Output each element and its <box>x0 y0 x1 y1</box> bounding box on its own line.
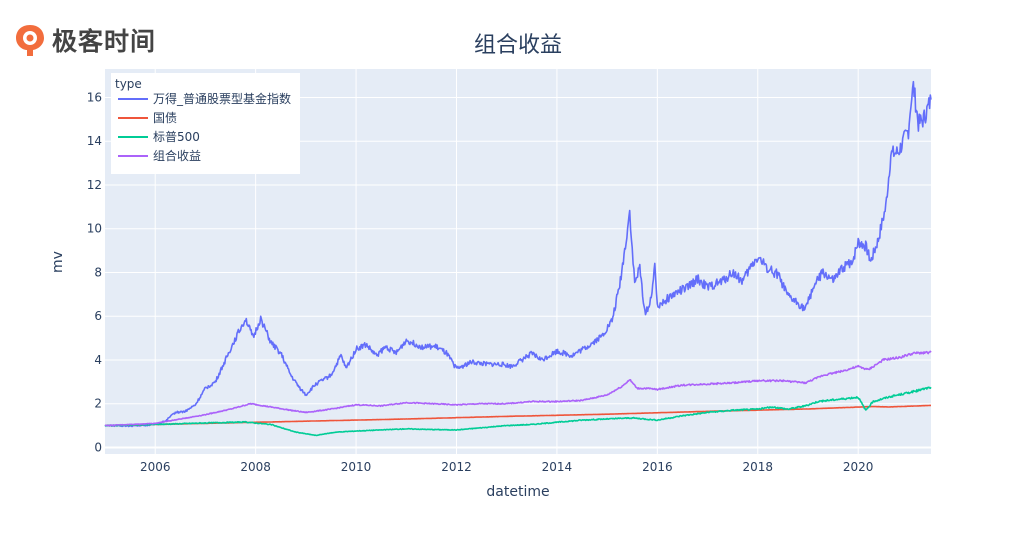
series-line-2 <box>104 386 932 437</box>
y-tick-label: 2 <box>94 397 102 411</box>
legend-item-0[interactable]: 万得_普通股票型基金指数 <box>153 91 291 106</box>
y-tick-label: 10 <box>87 222 102 236</box>
x-tick-label: 2010 <box>341 460 372 474</box>
legend-box <box>111 73 300 174</box>
chart-title: 组合收益 <box>474 33 562 58</box>
series-line-3 <box>104 350 932 427</box>
series-line-0 <box>104 80 932 428</box>
x-tick-label: 2014 <box>542 460 573 474</box>
y-axis: 0 2 4 6 8 10 12 14 16 <box>87 90 102 454</box>
y-tick-label: 8 <box>94 265 102 279</box>
x-tick-label: 2006 <box>140 460 171 474</box>
y-tick-label: 12 <box>87 178 102 192</box>
x-tick-label: 2016 <box>642 460 673 474</box>
legend-item-2[interactable]: 标普500 <box>153 130 200 144</box>
x-tick-label: 2008 <box>240 460 271 474</box>
y-tick-label: 6 <box>94 309 102 323</box>
x-axis-title: datetime <box>486 484 549 500</box>
y-tick-label: 14 <box>87 134 102 148</box>
y-axis-title: mv <box>50 251 66 273</box>
series-lines <box>104 80 932 437</box>
x-tick-label: 2018 <box>742 460 773 474</box>
legend-item-1[interactable]: 国债 <box>153 111 177 125</box>
y-tick-label: 16 <box>87 90 102 104</box>
y-tick-label: 0 <box>94 440 102 454</box>
logo: 极客时间 <box>14 20 156 60</box>
x-tick-label: 2012 <box>441 460 472 474</box>
logo-text: 极客时间 <box>52 27 157 56</box>
legend-title: type <box>115 77 142 91</box>
x-axis: 2006 2008 2010 2012 2014 2016 2018 2020 <box>140 460 874 474</box>
legend-item-3[interactable]: 组合收益 <box>153 148 201 163</box>
x-tick-label: 2020 <box>843 460 874 474</box>
geektime-logo-icon <box>16 25 44 56</box>
y-tick-label: 4 <box>94 353 102 367</box>
